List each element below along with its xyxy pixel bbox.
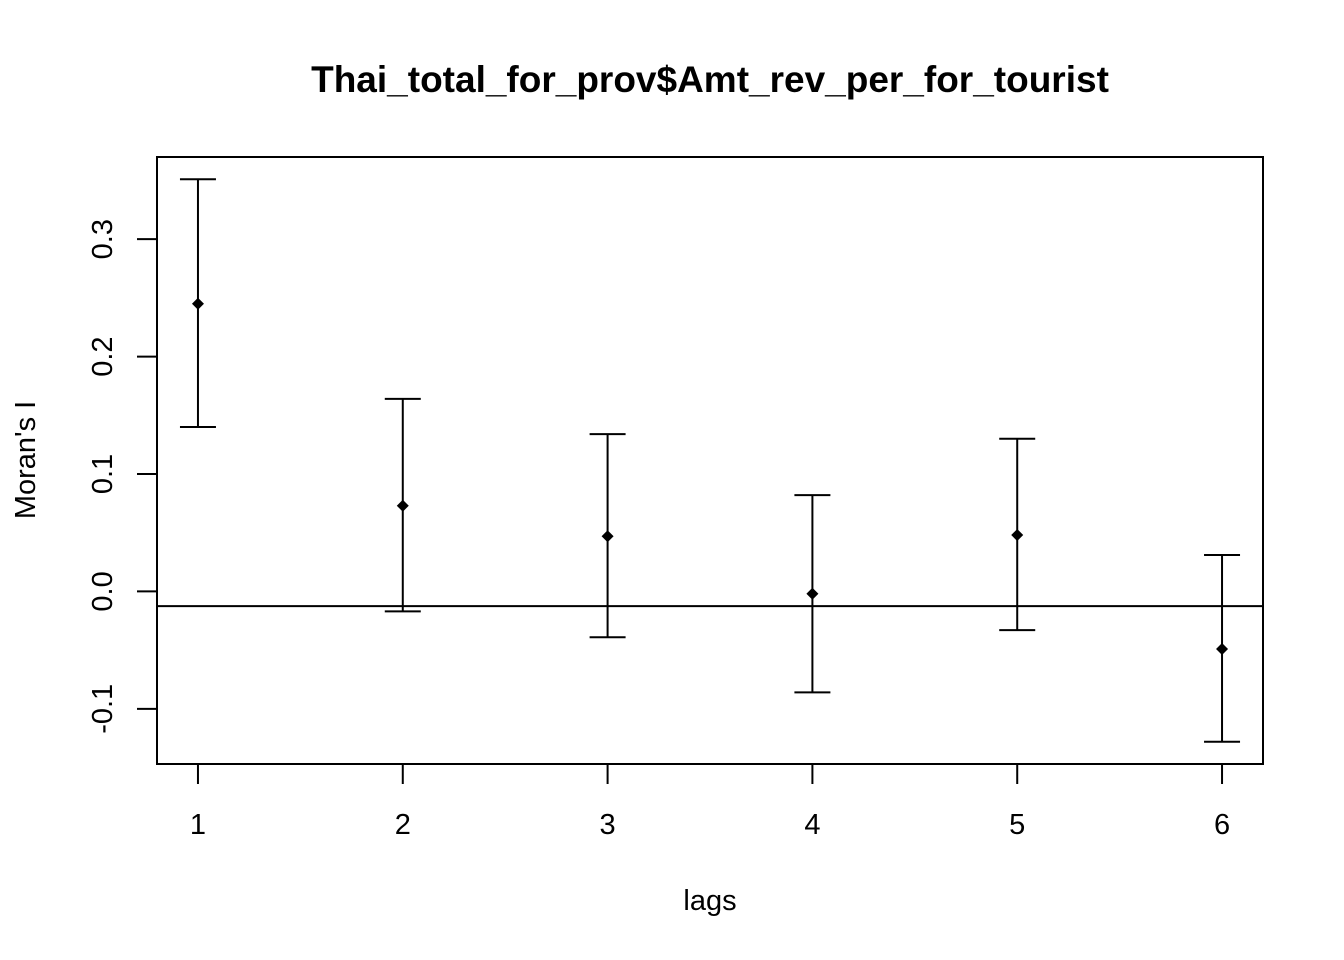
x-tick-label: 3 (600, 809, 616, 841)
x-tick-label: 2 (395, 809, 411, 841)
data-point (191, 297, 204, 310)
x-tick-label: 4 (804, 809, 820, 841)
y-tick-label: 0.1 (87, 454, 119, 494)
plot-frame (156, 156, 1264, 765)
y-tick-label: -0.1 (87, 684, 119, 734)
data-point (1216, 642, 1229, 655)
data-point (1011, 529, 1024, 542)
y-axis-label: Moran's I (10, 401, 42, 519)
x-axis: 1 2 3 4 5 6 (190, 764, 1230, 841)
data-point (601, 530, 614, 543)
chart-title: Thai_total_for_prov$Amt_rev_per_for_tour… (311, 59, 1109, 100)
chart-marks (157, 178, 1263, 743)
y-tick-label: 0.2 (87, 336, 119, 376)
x-tick-label: 1 (190, 809, 206, 841)
data-point (396, 499, 409, 512)
data-point (806, 587, 819, 600)
x-tick-label: 5 (1009, 809, 1025, 841)
y-axis: -0.1 0.0 0.1 0.2 0.3 (87, 219, 157, 734)
y-tick-label: 0.3 (87, 219, 119, 259)
x-axis-label: lags (683, 885, 736, 917)
y-tick-label: 0.0 (87, 571, 119, 611)
x-tick-label: 6 (1214, 809, 1230, 841)
